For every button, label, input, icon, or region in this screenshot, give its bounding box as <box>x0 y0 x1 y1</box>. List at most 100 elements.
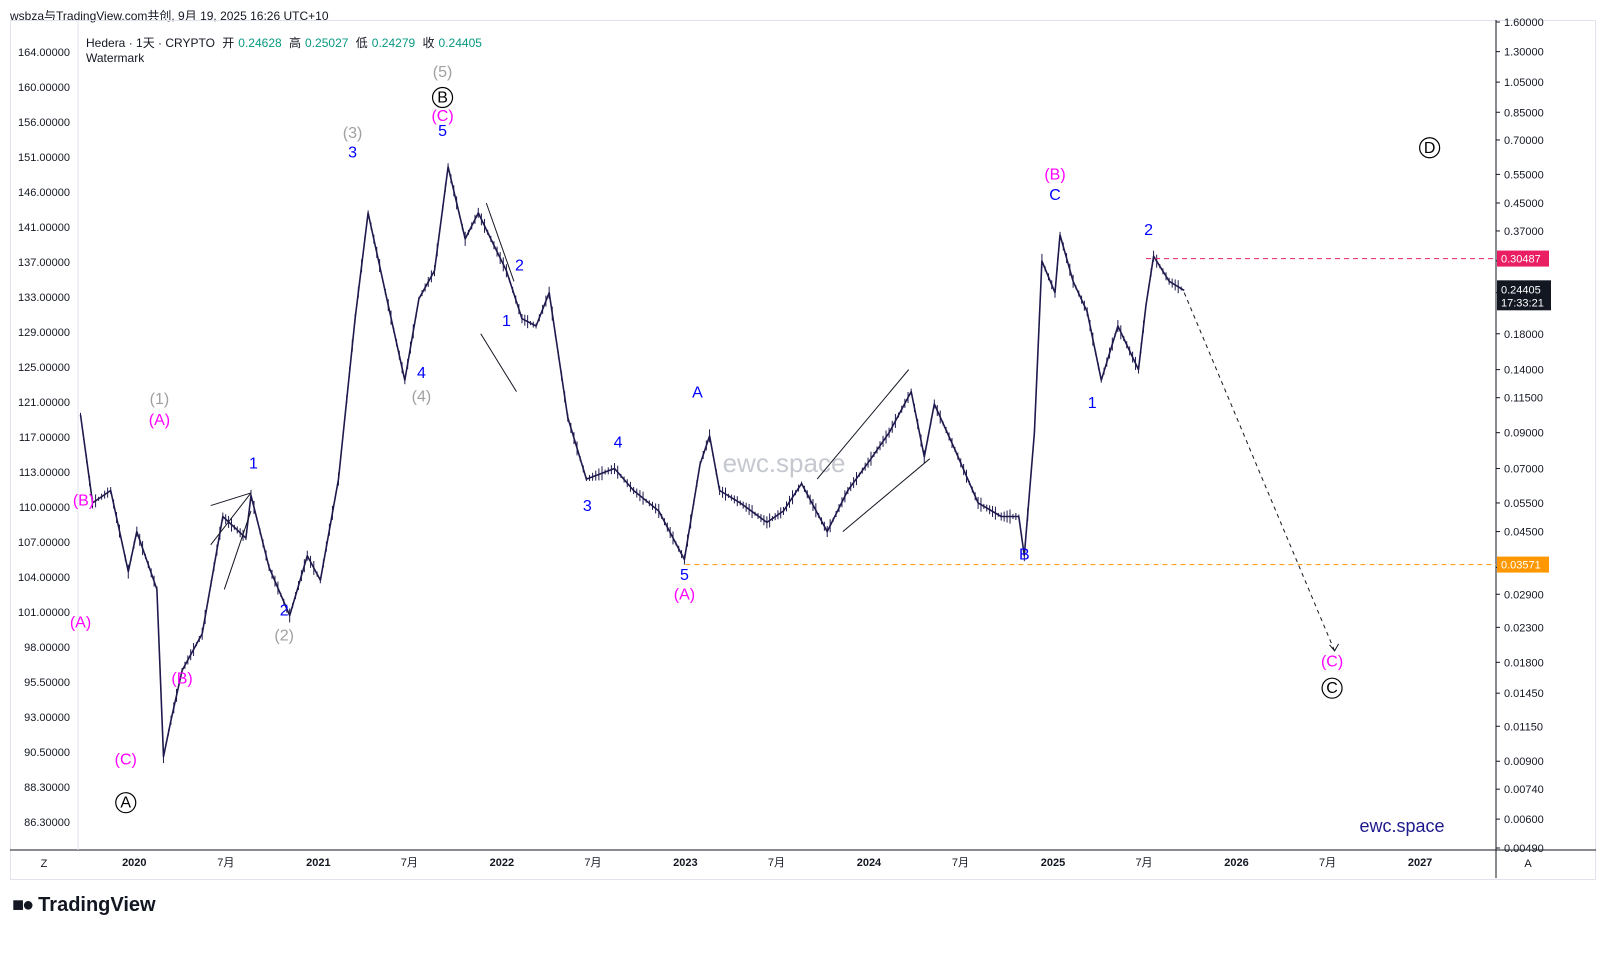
price-axis-label: 0.00490 <box>1504 843 1544 855</box>
price-axis-label: 0.00740 <box>1504 784 1544 796</box>
time-axis-label: 2022 <box>490 857 514 869</box>
wave-label: (C) <box>115 751 137 768</box>
header-title: wsbza与TradingView.com共创, 9月 19, 2025 16:… <box>10 9 329 23</box>
wedge-line <box>842 458 931 532</box>
wave-label: 3 <box>583 498 592 515</box>
price-axis-label: 1.05000 <box>1504 77 1544 89</box>
time-axis-label: 7月 <box>1319 857 1336 869</box>
level-price-label: 0.03571 <box>1501 560 1541 572</box>
price-axis-label: 0.85000 <box>1504 107 1544 119</box>
left-axis-label: 113.00000 <box>19 467 70 479</box>
current-price-label: 0.24405 <box>1501 284 1541 296</box>
price-axis-label: 0.18000 <box>1504 329 1544 341</box>
legend-symbol[interactable]: Hedera · 1天 · CRYPTO <box>86 36 215 50</box>
wave-label: (A) <box>674 586 695 603</box>
wave-label: 3 <box>348 144 357 161</box>
left-axis-label: 88.30000 <box>24 782 70 794</box>
wedge-line <box>223 510 252 590</box>
price-axis-label: 0.04500 <box>1504 527 1544 539</box>
logo-text: TradingView <box>38 894 156 916</box>
left-axis-label: 93.00000 <box>24 712 70 724</box>
wave-label: (A) <box>149 412 170 429</box>
time-axis-label: 2021 <box>306 857 330 869</box>
wave-label: 2 <box>1144 222 1153 239</box>
auto-scale-icon: A <box>1524 858 1532 870</box>
time-axis-label: 2027 <box>1408 857 1432 869</box>
time-axis-label: 2025 <box>1041 857 1065 869</box>
projection-arrowhead <box>1329 643 1340 652</box>
left-axis-label: 146.00000 <box>18 187 70 199</box>
wave-label: (B) <box>1044 167 1065 184</box>
wave-label: 2 <box>515 258 524 275</box>
wave-label: (1) <box>150 391 170 408</box>
left-axis-label: 125.00000 <box>18 362 70 374</box>
wave-label: A <box>120 795 131 812</box>
tradingview-logo-icon: ■● <box>12 894 34 916</box>
wave-label: C <box>1049 187 1061 204</box>
price-axis-label: 0.00900 <box>1504 756 1544 768</box>
legend-watermark-label: Watermark <box>86 51 145 65</box>
left-axis-label: 98.00000 <box>24 642 70 654</box>
legend-high: 0.25027 <box>305 36 349 50</box>
left-axis-label: 90.50000 <box>24 747 70 759</box>
countdown-label: 17:33:21 <box>1501 297 1544 309</box>
left-axis-label: 110.00000 <box>19 502 70 514</box>
projection-arrow <box>1183 292 1336 652</box>
time-axis-label: 2026 <box>1224 857 1248 869</box>
wave-label-circle <box>431 86 454 109</box>
left-axis-label: 86.30000 <box>24 817 70 829</box>
left-axis-label: 160.00000 <box>18 82 70 94</box>
left-axis-label: 141.00000 <box>18 222 70 234</box>
time-axis-label: 2020 <box>122 857 146 869</box>
legend-open-label: 开 <box>222 36 235 50</box>
left-axis-label: 137.00000 <box>18 257 70 269</box>
wave-label: 5 <box>438 123 447 140</box>
time-axis-label: 2023 <box>673 857 697 869</box>
legend-high-label: 高 <box>289 36 302 50</box>
left-axis-label: 133.00000 <box>18 292 70 304</box>
tradingview-logo[interactable]: ■● TradingView <box>12 894 156 917</box>
wave-label: 5 <box>680 567 689 584</box>
left-axis-label: 117.00000 <box>19 432 70 444</box>
wave-label: (3) <box>343 125 363 142</box>
chart-legend: Hedera · 1天 · CRYPTO 开 0.24628 高 0.25027 低… <box>86 34 486 51</box>
wave-label-circle <box>115 792 137 814</box>
left-axis-label: 151.00000 <box>18 152 70 164</box>
price-axis-label: 0.07000 <box>1504 464 1544 476</box>
wave-label: A <box>692 385 703 402</box>
left-axis-label: 104.00000 <box>18 572 70 584</box>
wave-label: D <box>1424 140 1436 157</box>
zoom-icon: Z <box>41 858 48 870</box>
price-axis-label: 1.60000 <box>1504 17 1544 29</box>
left-axis-label: 156.00000 <box>18 117 70 129</box>
wave-label: 4 <box>614 435 623 452</box>
legend-open: 0.24628 <box>238 36 282 50</box>
level-price-tag <box>1497 556 1549 573</box>
wave-label: 2 <box>280 602 289 619</box>
time-axis-label: 2024 <box>857 857 882 869</box>
price-axis-label: 0.01150 <box>1504 721 1543 733</box>
time-axis-label: 7月 <box>1135 857 1152 869</box>
wedge-line <box>816 369 910 480</box>
wave-label: (C) <box>431 108 453 125</box>
price-axis-label: 0.05500 <box>1504 498 1544 510</box>
wave-label: C <box>1326 680 1338 697</box>
price-axis-label: 0.45000 <box>1504 198 1544 210</box>
wave-label-circle <box>1419 137 1441 159</box>
time-axis-label: 7月 <box>768 857 785 869</box>
time-axis-label: 7月 <box>217 857 234 869</box>
left-axis-label: 101.00000 <box>18 607 70 619</box>
price-axis-label: 0.02300 <box>1504 622 1544 634</box>
left-axis-label: 121.00000 <box>18 397 70 409</box>
wave-label: 1 <box>1088 395 1097 412</box>
wedge-line <box>485 202 515 282</box>
level-price-label: 0.30487 <box>1501 254 1541 266</box>
price-axis-label: 0.11500 <box>1504 393 1543 405</box>
price-axis-label: 0.01800 <box>1504 657 1544 669</box>
time-axis-label: 7月 <box>952 857 969 869</box>
wave-label: 4 <box>417 365 426 382</box>
legend-low-label: 低 <box>355 36 368 50</box>
left-axis-label: 129.00000 <box>18 327 70 339</box>
legend-close-label: 收 <box>422 36 435 50</box>
